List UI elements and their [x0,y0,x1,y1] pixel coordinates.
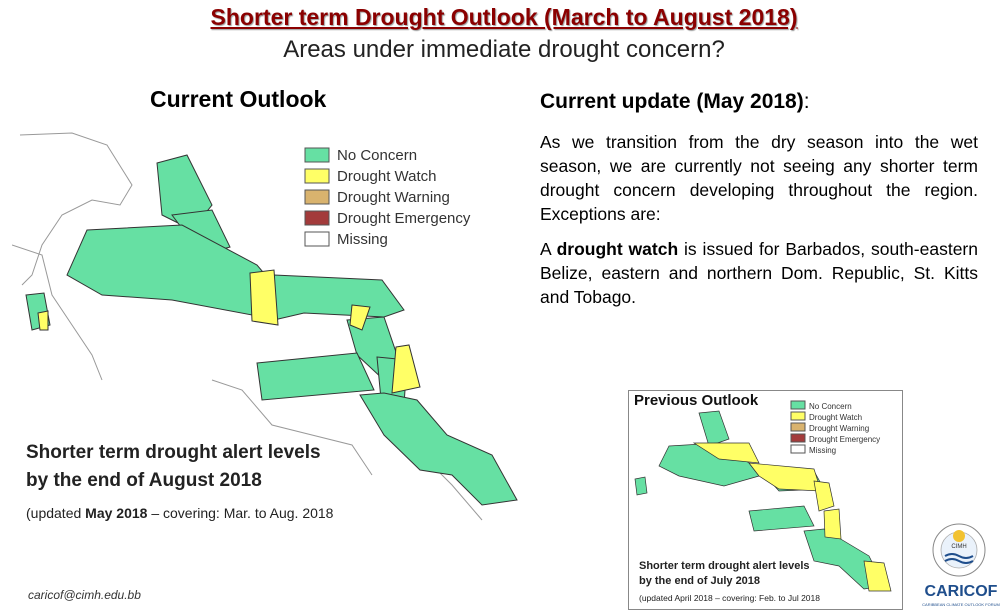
map-legend: No Concern Drought Watch Drought Warning… [304,147,471,248]
prev-legend-missing: Missing [809,446,836,455]
seal-text: CIMH [951,544,966,550]
prev-legend-drought-warning: Drought Warning [809,424,869,433]
map-caption-line-2: by the end of August 2018 [26,470,262,491]
prev-caption-line-2: by the end of July 2018 [639,575,760,587]
paragraph-2-suffix: is issued for Barbados, south-eastern Be… [540,239,978,307]
update-paragraph-1: As we transition from the dry season int… [540,132,978,224]
current-outlook-heading: Current Outlook [150,86,327,112]
prev-legend-drought-watch: Drought Watch [809,413,862,422]
prev-drought-watch-regions [692,442,892,592]
legend-no-concern: No Concern [337,147,417,164]
legend-drought-emergency: Drought Emergency [337,210,471,227]
current-outlook-map: No Concern Drought Watch Drought Warning… [12,132,518,521]
previous-outlook-heading: Previous Outlook [634,392,759,409]
caricof-logo: CIMH CARICOF CARIBBEAN CLIMATE OUTLOOK F… [922,523,1000,607]
caption-updated-prefix: (updated [26,505,85,521]
logo-subtext: CARIBBEAN CLIMATE OUTLOOK FORUM [922,602,1000,607]
caption-updated-bold: May 2018 [85,505,147,521]
page-title: Shorter term Drought Outlook (March to A… [210,4,798,30]
legend-drought-watch: Drought Watch [337,168,437,185]
map-caption-line-1: Shorter term drought alert levels [26,442,321,463]
drought-watch-regions [37,269,421,394]
legend-drought-warning: Drought Warning [337,189,450,206]
legend-missing: Missing [337,231,388,248]
drought-watch-emphasis: drought watch [556,239,679,259]
prev-caption-updated: (updated April 2018 – covering: Feb. to … [639,593,820,603]
current-update-heading-text: Current update (May 2018) [540,90,804,113]
no-concern-regions [25,154,518,506]
prev-legend-no-concern: No Concern [809,402,852,411]
contact-email: caricof@cimh.edu.bb [28,588,141,602]
caption-updated-suffix: – covering: Mar. to Aug. 2018 [147,505,333,521]
map-caption-updated: (updated May 2018 – covering: Mar. to Au… [26,505,334,521]
prev-legend-drought-emergency: Drought Emergency [809,435,880,444]
update-paragraph-2: A drought watch is issued for Barbados, … [540,237,978,309]
previous-outlook-map: No Concern Drought Watch Drought Warning… [628,390,903,610]
prev-map-legend: No Concern Drought Watch Drought Warning… [790,400,880,455]
paragraph-2-prefix: A [540,239,557,259]
logo-wordmark: CARICOF [925,583,998,600]
prev-caption-line-1: Shorter term drought alert levels [639,560,810,572]
current-update-heading: Current update (May 2018): [540,90,810,114]
page-subtitle: Areas under immediate drought concern? [283,36,725,63]
current-update-colon: : [803,90,810,113]
